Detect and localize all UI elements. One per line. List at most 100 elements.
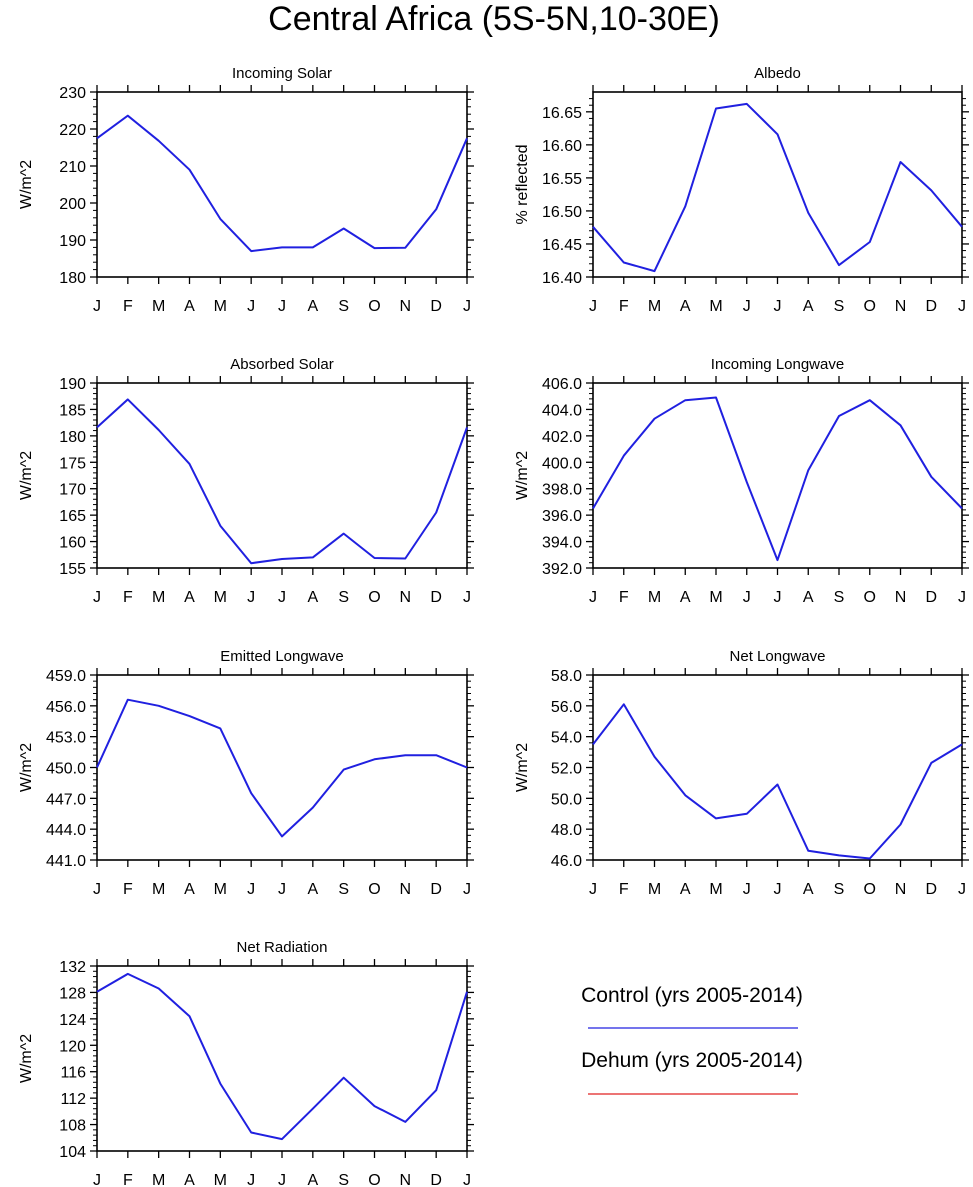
y-tick-label: 116 bbox=[60, 1065, 86, 1082]
y-tick-label: 406.0 bbox=[542, 376, 582, 393]
x-tick-label: D bbox=[430, 881, 442, 898]
x-tick-label: F bbox=[619, 589, 629, 606]
x-tick-label: J bbox=[589, 881, 597, 898]
x-tick-label: J bbox=[589, 298, 597, 315]
x-tick-label: A bbox=[680, 881, 691, 898]
y-tick-label: 200 bbox=[59, 196, 86, 213]
x-tick-label: J bbox=[278, 298, 286, 315]
x-tick-label: O bbox=[368, 1172, 380, 1187]
y-tick-label: 441.0 bbox=[46, 853, 86, 870]
x-tick-label: A bbox=[184, 881, 195, 898]
y-tick-label: 230 bbox=[59, 85, 86, 102]
series-line-control-yrs-2005-2014 bbox=[592, 396, 963, 562]
y-tick-label: 394.0 bbox=[542, 535, 582, 552]
y-tick-label: 190 bbox=[59, 233, 86, 250]
x-tick-label: A bbox=[307, 1172, 318, 1187]
x-tick-label: M bbox=[152, 298, 165, 315]
x-tick-label: A bbox=[680, 589, 691, 606]
x-tick-label: S bbox=[338, 1172, 349, 1187]
y-tick-label: 392.0 bbox=[542, 561, 582, 578]
y-tick-label: 456.0 bbox=[46, 699, 86, 716]
x-tick-label: A bbox=[803, 298, 814, 315]
x-tick-label: D bbox=[925, 589, 937, 606]
x-tick-label: D bbox=[430, 1172, 442, 1187]
x-tick-label: J bbox=[463, 881, 471, 898]
x-tick-label: F bbox=[123, 298, 133, 315]
x-tick-label: J bbox=[93, 589, 101, 606]
panel-title: Incoming Solar bbox=[232, 65, 332, 82]
panel-title: Absorbed Solar bbox=[230, 356, 333, 373]
legend-label-control: Control (yrs 2005-2014) bbox=[581, 984, 803, 1007]
plot-frame bbox=[96, 674, 468, 861]
panel-title: Incoming Longwave bbox=[711, 356, 844, 373]
x-tick-label: J bbox=[247, 589, 255, 606]
y-tick-label: 56.0 bbox=[551, 699, 582, 716]
y-tick-label: 104 bbox=[59, 1144, 86, 1161]
x-tick-label: D bbox=[925, 298, 937, 315]
y-tick-label: 453.0 bbox=[46, 730, 86, 747]
x-tick-label: N bbox=[400, 1172, 412, 1187]
x-tick-label: M bbox=[648, 881, 661, 898]
panel-title: Net Radiation bbox=[237, 939, 328, 956]
y-tick-label: 46.0 bbox=[551, 853, 582, 870]
x-tick-label: M bbox=[709, 298, 722, 315]
x-tick-label: N bbox=[895, 298, 907, 315]
plot-frame bbox=[592, 674, 963, 861]
panel-net-longwave: Net Longwave W/m^2 46.0 48.0 50.0 52.0 54.0 56.… bbox=[514, 648, 969, 898]
x-tick-label: J bbox=[278, 881, 286, 898]
x-tick-label: M bbox=[152, 881, 165, 898]
legend: Control (yrs 2005-2014) Dehum (yrs 2005-… bbox=[581, 984, 803, 1095]
y-axis-label: W/m^2 bbox=[514, 451, 531, 500]
panel-title: Emitted Longwave bbox=[220, 648, 343, 665]
x-tick-label: F bbox=[123, 1172, 133, 1187]
x-tick-label: M bbox=[214, 589, 227, 606]
x-tick-label: A bbox=[803, 881, 814, 898]
y-axis-label: % reflected bbox=[514, 144, 531, 224]
x-tick-label: J bbox=[958, 298, 966, 315]
y-tick-label: 16.55 bbox=[542, 171, 582, 188]
x-tick-label: J bbox=[743, 298, 751, 315]
y-axis-label: W/m^2 bbox=[18, 160, 35, 209]
panel-emitted-longwave: Emitted Longwave W/m^2 441.0 444.0 447.0 450.… bbox=[18, 648, 474, 898]
x-tick-label: O bbox=[368, 298, 380, 315]
x-tick-label: A bbox=[307, 589, 318, 606]
x-tick-label: M bbox=[709, 881, 722, 898]
series-line-control-yrs-2005-2014 bbox=[592, 703, 963, 860]
y-tick-label: 190 bbox=[59, 376, 86, 393]
y-tick-label: 128 bbox=[59, 985, 86, 1002]
x-tick-label: O bbox=[864, 881, 876, 898]
y-tick-label: 16.50 bbox=[542, 204, 582, 221]
y-tick-label: 170 bbox=[59, 482, 86, 499]
x-tick-label: J bbox=[463, 589, 471, 606]
y-tick-label: 400.0 bbox=[542, 455, 582, 472]
x-tick-label: J bbox=[774, 589, 782, 606]
panel-title: Albedo bbox=[754, 65, 801, 82]
y-tick-label: 180 bbox=[59, 270, 86, 287]
x-tick-label: F bbox=[123, 589, 133, 606]
panel-absorbed-solar: Absorbed Solar W/m^2 155 160 165 170 175 180 185… bbox=[18, 356, 474, 606]
x-tick-label: S bbox=[834, 298, 845, 315]
x-tick-label: S bbox=[338, 589, 349, 606]
y-tick-label: 50.0 bbox=[551, 791, 582, 808]
x-tick-label: A bbox=[184, 589, 195, 606]
x-tick-label: N bbox=[400, 881, 412, 898]
x-tick-label: F bbox=[123, 881, 133, 898]
chart-panels: Incoming Solar W/m^2 180 190 200 210 220 230 J F M… bbox=[18, 65, 969, 1187]
x-tick-label: J bbox=[774, 881, 782, 898]
series-line-control-yrs-2005-2014 bbox=[592, 102, 963, 273]
x-tick-label: N bbox=[895, 881, 907, 898]
series-line-control-yrs-2005-2014 bbox=[96, 972, 468, 1141]
x-tick-label: M bbox=[152, 589, 165, 606]
x-tick-label: J bbox=[743, 881, 751, 898]
x-tick-label: J bbox=[958, 589, 966, 606]
panel-incoming-solar: Incoming Solar W/m^2 180 190 200 210 220 230 J F M… bbox=[18, 65, 474, 315]
x-tick-label: M bbox=[648, 589, 661, 606]
x-tick-label: J bbox=[247, 1172, 255, 1187]
y-tick-label: 58.0 bbox=[551, 668, 582, 685]
x-tick-label: A bbox=[307, 881, 318, 898]
y-tick-label: 48.0 bbox=[551, 822, 582, 839]
x-tick-label: M bbox=[214, 1172, 227, 1187]
x-tick-label: N bbox=[895, 589, 907, 606]
plot-frame bbox=[96, 91, 468, 278]
y-tick-label: 459.0 bbox=[46, 668, 86, 685]
